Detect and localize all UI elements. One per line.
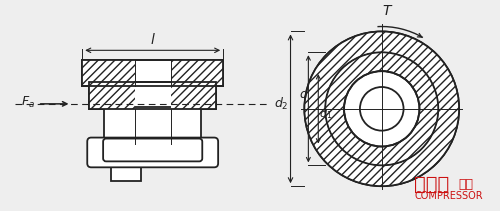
FancyBboxPatch shape (103, 139, 202, 161)
Bar (111, 159, 141, 181)
Bar (170, 60, 223, 86)
Bar (89, 82, 135, 109)
Bar (104, 107, 202, 143)
FancyBboxPatch shape (88, 138, 218, 167)
Wedge shape (304, 31, 459, 186)
Bar (89, 82, 216, 109)
Text: T: T (382, 4, 391, 18)
Wedge shape (325, 52, 438, 165)
Text: 压缩机: 压缩机 (414, 175, 450, 194)
Text: $F_a$: $F_a$ (20, 95, 34, 110)
Bar (82, 60, 135, 86)
Bar (170, 82, 216, 109)
Bar (89, 82, 216, 109)
Bar (117, 142, 188, 163)
Text: $d_2$: $d_2$ (274, 96, 288, 112)
Bar (82, 60, 223, 86)
Text: l: l (151, 33, 154, 47)
Text: 杂志: 杂志 (458, 178, 473, 191)
Circle shape (304, 31, 459, 186)
Text: d: d (300, 88, 308, 101)
Text: COMPRESSOR: COMPRESSOR (414, 191, 483, 201)
Circle shape (344, 71, 420, 146)
Bar (82, 60, 223, 86)
Text: $d_1$: $d_1$ (320, 107, 332, 121)
